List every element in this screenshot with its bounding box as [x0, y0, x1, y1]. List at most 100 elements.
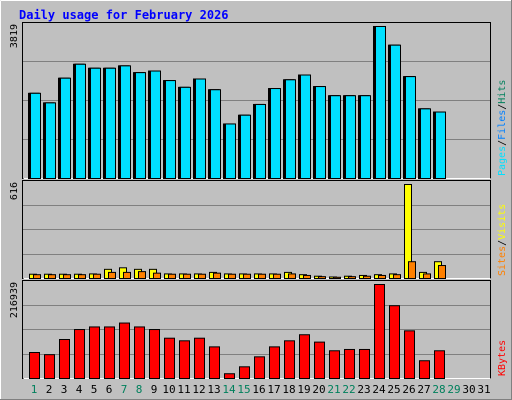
legend-entry: / — [497, 104, 508, 110]
bar-kbytes — [359, 348, 370, 380]
y-max-label: 216939 — [9, 282, 20, 318]
bar-kbytes — [389, 305, 400, 380]
bar-pages — [345, 95, 356, 179]
bar-sites — [378, 274, 386, 280]
bar-pages — [210, 89, 221, 179]
bar-pages — [300, 74, 311, 179]
bar-pages — [30, 92, 41, 179]
bar-sites — [243, 273, 251, 279]
x-tick-label: 23 — [357, 383, 370, 396]
bar-sites — [393, 274, 401, 279]
bar-sites — [318, 276, 326, 279]
bar-sites — [123, 271, 131, 280]
x-tick-label: 4 — [76, 383, 83, 396]
bar-pages — [390, 44, 401, 179]
bar-pages — [75, 63, 86, 179]
bar-pages — [180, 86, 191, 179]
chart-title: Daily usage for February 2026 — [19, 8, 229, 22]
bar-pages — [285, 79, 296, 179]
bar-sites — [408, 261, 416, 280]
x-tick-label: 21 — [327, 383, 340, 396]
bar-sites — [78, 274, 86, 279]
bar-kbytes — [164, 337, 175, 380]
x-tick-label: 1 — [31, 383, 38, 396]
bar-pages — [60, 77, 71, 179]
x-tick-label: 6 — [106, 383, 113, 396]
bar-sites — [273, 273, 281, 279]
bar-pages — [150, 70, 161, 179]
bar-sites — [183, 273, 191, 279]
bar-kbytes — [404, 330, 415, 379]
bar-sites — [213, 272, 221, 279]
bar-sites — [423, 273, 431, 280]
bar-sites — [288, 273, 296, 280]
bar-kbytes — [269, 346, 280, 379]
bar-sites — [33, 274, 41, 279]
legend-hits-files-pages: Pages/Files/Hits — [497, 80, 508, 176]
x-tick-label: 14 — [222, 383, 236, 396]
bar-kbytes — [89, 326, 100, 379]
legend-entry: KBytes — [497, 340, 508, 376]
bar-kbytes — [44, 354, 55, 380]
bar-pages — [135, 72, 146, 179]
x-tick-label: 25 — [387, 383, 400, 396]
bar-kbytes — [134, 326, 145, 379]
bar-sites — [138, 271, 146, 280]
x-tick-label: 2 — [46, 383, 53, 396]
y-max-label: 616 — [9, 182, 20, 200]
bar-sites — [363, 275, 371, 279]
bar-sites — [108, 271, 116, 280]
bar-kbytes — [374, 284, 385, 379]
bar-pages — [315, 86, 326, 179]
bar-kbytes — [419, 360, 430, 380]
bar-kbytes — [299, 334, 310, 379]
legend-entry: Visits — [497, 204, 508, 240]
x-tick-label: 28 — [432, 383, 445, 396]
bar-pages — [225, 123, 236, 179]
bar-kbytes — [284, 340, 295, 379]
bar-pages — [120, 65, 131, 179]
x-tick-label: 12 — [192, 383, 205, 396]
bar-kbytes — [209, 346, 220, 379]
bar-kbytes — [194, 337, 205, 380]
x-tick-label: 31 — [477, 383, 490, 396]
bar-sites — [258, 273, 266, 279]
bar-sites — [438, 265, 446, 280]
x-tick-label: 18 — [282, 383, 295, 396]
legend-kbytes: KBytes — [497, 340, 508, 376]
x-tick-label: 27 — [417, 383, 430, 396]
bar-pages — [405, 76, 416, 179]
bar-kbytes — [254, 356, 265, 380]
x-tick-label: 26 — [402, 383, 415, 396]
y-max-label: 3819 — [9, 24, 20, 48]
x-tick-label: 11 — [177, 383, 190, 396]
x-tick-label: 3 — [61, 383, 68, 396]
legend-entry: / — [497, 240, 508, 246]
bar-kbytes — [119, 322, 130, 380]
bar-sites — [48, 274, 56, 279]
bar-pages — [270, 88, 281, 179]
x-tick-label: 8 — [136, 383, 143, 396]
legend-entry: Sites — [497, 246, 508, 276]
bar-sites — [168, 273, 176, 279]
bar-kbytes — [59, 339, 70, 380]
legend-entry: Files — [497, 110, 508, 140]
bar-pages — [360, 95, 371, 179]
x-tick-label: 20 — [312, 383, 325, 396]
bar-kbytes — [224, 373, 235, 379]
bar-kbytes — [239, 366, 250, 380]
bar-sites — [93, 273, 101, 279]
bar-kbytes — [329, 350, 340, 380]
bar-kbytes — [149, 329, 160, 379]
x-tick-label: 30 — [462, 383, 475, 396]
bar-pages — [165, 80, 176, 179]
legend-visits-sites: Sites/Visits — [497, 204, 508, 276]
bar-pages — [375, 26, 386, 179]
legend-entry: / — [497, 140, 508, 146]
x-tick-label: 5 — [91, 383, 98, 396]
bar-sites — [333, 276, 341, 280]
bar-sites — [198, 273, 206, 279]
bar-sites — [63, 274, 71, 279]
legend-entry: Pages — [497, 146, 508, 176]
